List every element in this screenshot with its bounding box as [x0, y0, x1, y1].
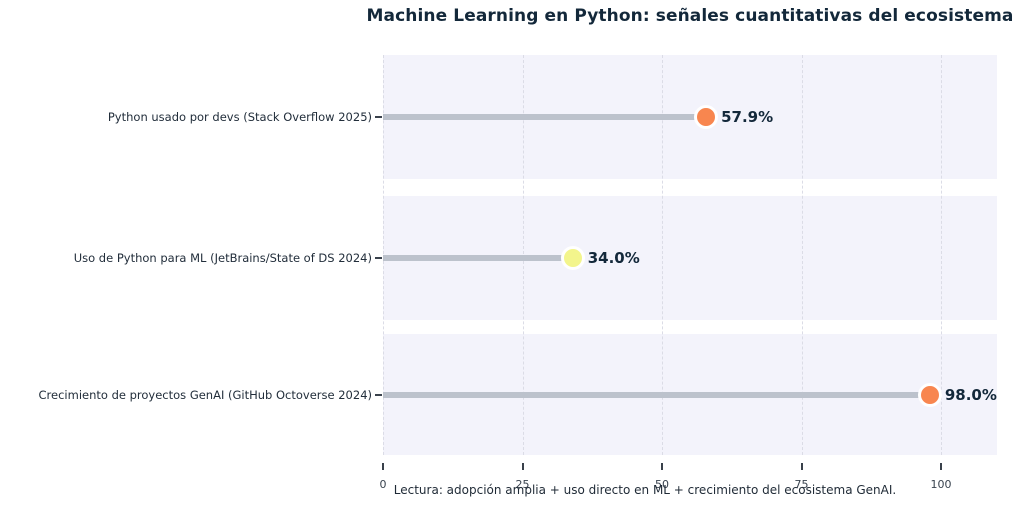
x-tick-label: 50	[655, 478, 669, 491]
data-point-dot	[917, 382, 942, 407]
category-label: Uso de Python para ML (JetBrains/State o…	[73, 251, 372, 265]
gridline	[801, 55, 803, 455]
x-axis-tick	[382, 463, 384, 470]
x-tick-label: 0	[379, 478, 387, 491]
x-tick-label: 100	[930, 478, 952, 491]
axis-caption: Lectura: adopción amplia + uso directo e…	[393, 483, 897, 497]
x-tick-label: 75	[794, 478, 809, 491]
x-axis-tick	[800, 463, 803, 470]
gridline	[662, 55, 663, 455]
x-tick-label: 25	[515, 478, 530, 491]
chart-title: Machine Learning en Python: señales cuan…	[366, 6, 1014, 26]
data-point-dot	[694, 105, 719, 129]
y-axis-tick	[375, 257, 382, 259]
x-axis-tick	[521, 463, 524, 470]
x-axis-tick	[940, 463, 942, 470]
value-label: 34.0%	[587, 249, 640, 267]
x-axis-tick	[661, 463, 663, 470]
stem	[383, 391, 930, 398]
y-axis-tick	[375, 393, 382, 396]
value-label: 98.0%	[944, 385, 997, 404]
value-label: 57.9%	[721, 108, 774, 126]
y-axis-tick	[375, 116, 382, 118]
category-label: Python usado por devs (Stack Overflow 20…	[107, 110, 372, 124]
stem	[383, 255, 573, 261]
category-label: Crecimiento de proyectos GenAI (GitHub O…	[38, 387, 372, 402]
stem	[383, 114, 707, 120]
data-point-dot	[560, 246, 585, 270]
gridline	[941, 55, 942, 455]
